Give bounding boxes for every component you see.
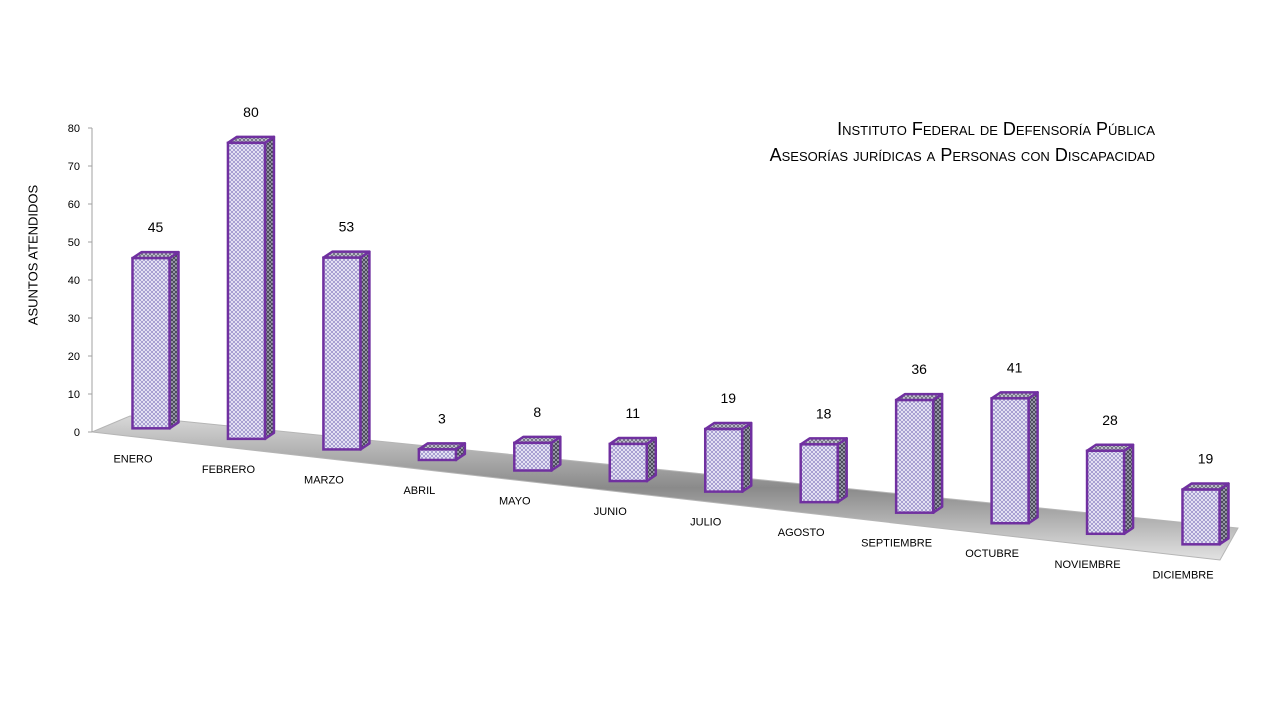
- x-category-label: NOVIEMBRE: [1055, 559, 1121, 571]
- x-category-label: JUNIO: [594, 506, 627, 518]
- x-category-label: JULIO: [690, 517, 722, 529]
- bar-front: [322, 256, 362, 451]
- bars: [131, 135, 1230, 546]
- bar: [322, 250, 371, 451]
- bar: [703, 421, 753, 493]
- bar-value-label: 80: [243, 104, 259, 120]
- data-labels: 45 80 53 3 8 11 19 18 36 41 28 19: [148, 104, 1214, 467]
- bar-front: [703, 427, 744, 493]
- bar: [513, 435, 562, 472]
- bar-value-label: 3: [438, 410, 446, 426]
- bar-side: [1122, 443, 1135, 536]
- bar-front: [1181, 488, 1221, 546]
- bar-front: [990, 397, 1030, 525]
- bar-side: [740, 421, 753, 493]
- bar-side: [836, 437, 848, 504]
- bar-side: [263, 135, 276, 441]
- y-tick-label: 50: [68, 237, 80, 249]
- chart-title-block: Instituto Federal de Defensoría Pública …: [770, 116, 1155, 168]
- chart-floor: [90, 415, 1239, 561]
- bar-front: [608, 442, 649, 483]
- bar-front: [1085, 449, 1126, 536]
- bar-value-label: 45: [148, 219, 164, 235]
- x-category-label: FEBRERO: [202, 464, 256, 476]
- bar-side: [1218, 482, 1230, 546]
- bar-value-label: 41: [1007, 359, 1023, 375]
- x-category-label: ABRIL: [403, 485, 435, 497]
- bar-front: [131, 256, 171, 430]
- x-category-label: DICIEMBRE: [1152, 569, 1213, 581]
- x-category-label: OCTUBRE: [965, 548, 1019, 560]
- bar: [894, 392, 944, 514]
- chart-title: Instituto Federal de Defensoría Pública: [837, 119, 1155, 139]
- bar-front: [417, 448, 458, 462]
- bar-value-label: 11: [625, 405, 640, 421]
- bar-front: [513, 441, 553, 472]
- x-category-label: SEPTIEMBRE: [861, 538, 932, 550]
- bar-value-label: 19: [1198, 451, 1214, 467]
- y-tick-label: 80: [68, 123, 80, 135]
- y-axis-label: ASUNTOS ATENDIDOS: [25, 184, 41, 326]
- bar-front: [894, 398, 935, 514]
- bar-side: [931, 392, 944, 514]
- chart-subtitle: Asesorías jurídicas a Personas con Disca…: [769, 145, 1155, 165]
- bar-value-label: 19: [720, 390, 736, 406]
- y-tick-label: 0: [74, 427, 80, 439]
- y-tick-label: 40: [68, 275, 80, 287]
- bar-front: [799, 443, 839, 504]
- x-category-label: ENERO: [113, 453, 153, 465]
- bar: [990, 391, 1039, 525]
- bar: [1085, 443, 1135, 536]
- bar-value-label: 36: [911, 361, 927, 377]
- y-tick-label: 20: [68, 351, 80, 363]
- bar: [131, 250, 180, 430]
- y-tick-label: 70: [68, 161, 80, 173]
- x-category-label: AGOSTO: [778, 527, 825, 539]
- bar: [417, 442, 467, 462]
- bar-side: [168, 250, 180, 430]
- bar: [608, 436, 658, 483]
- bar-side: [1027, 391, 1039, 525]
- bar-value-label: 28: [1102, 412, 1118, 428]
- y-tick-label: 10: [68, 389, 80, 401]
- bar-value-label: 18: [816, 405, 832, 421]
- bar-front: [226, 141, 267, 441]
- y-tick-label: 30: [68, 313, 80, 325]
- floor-plane: [90, 415, 1239, 561]
- x-category-label: MARZO: [304, 474, 344, 486]
- bar: [799, 437, 848, 504]
- bar-value-label: 53: [339, 219, 355, 235]
- y-tick-label: 60: [68, 199, 80, 211]
- bar: [226, 135, 276, 441]
- x-category-label: MAYO: [499, 496, 531, 508]
- bar-value-label: 8: [533, 404, 541, 420]
- bar-side: [359, 250, 371, 451]
- bar: [1181, 482, 1230, 546]
- x-axis-labels: ENERO FEBRERO MARZO ABRIL MAYO JUNIO JULIO AGOS…: [113, 453, 1213, 581]
- y-axis: 0 10 20 30 40 50 60 70 80: [68, 123, 93, 439]
